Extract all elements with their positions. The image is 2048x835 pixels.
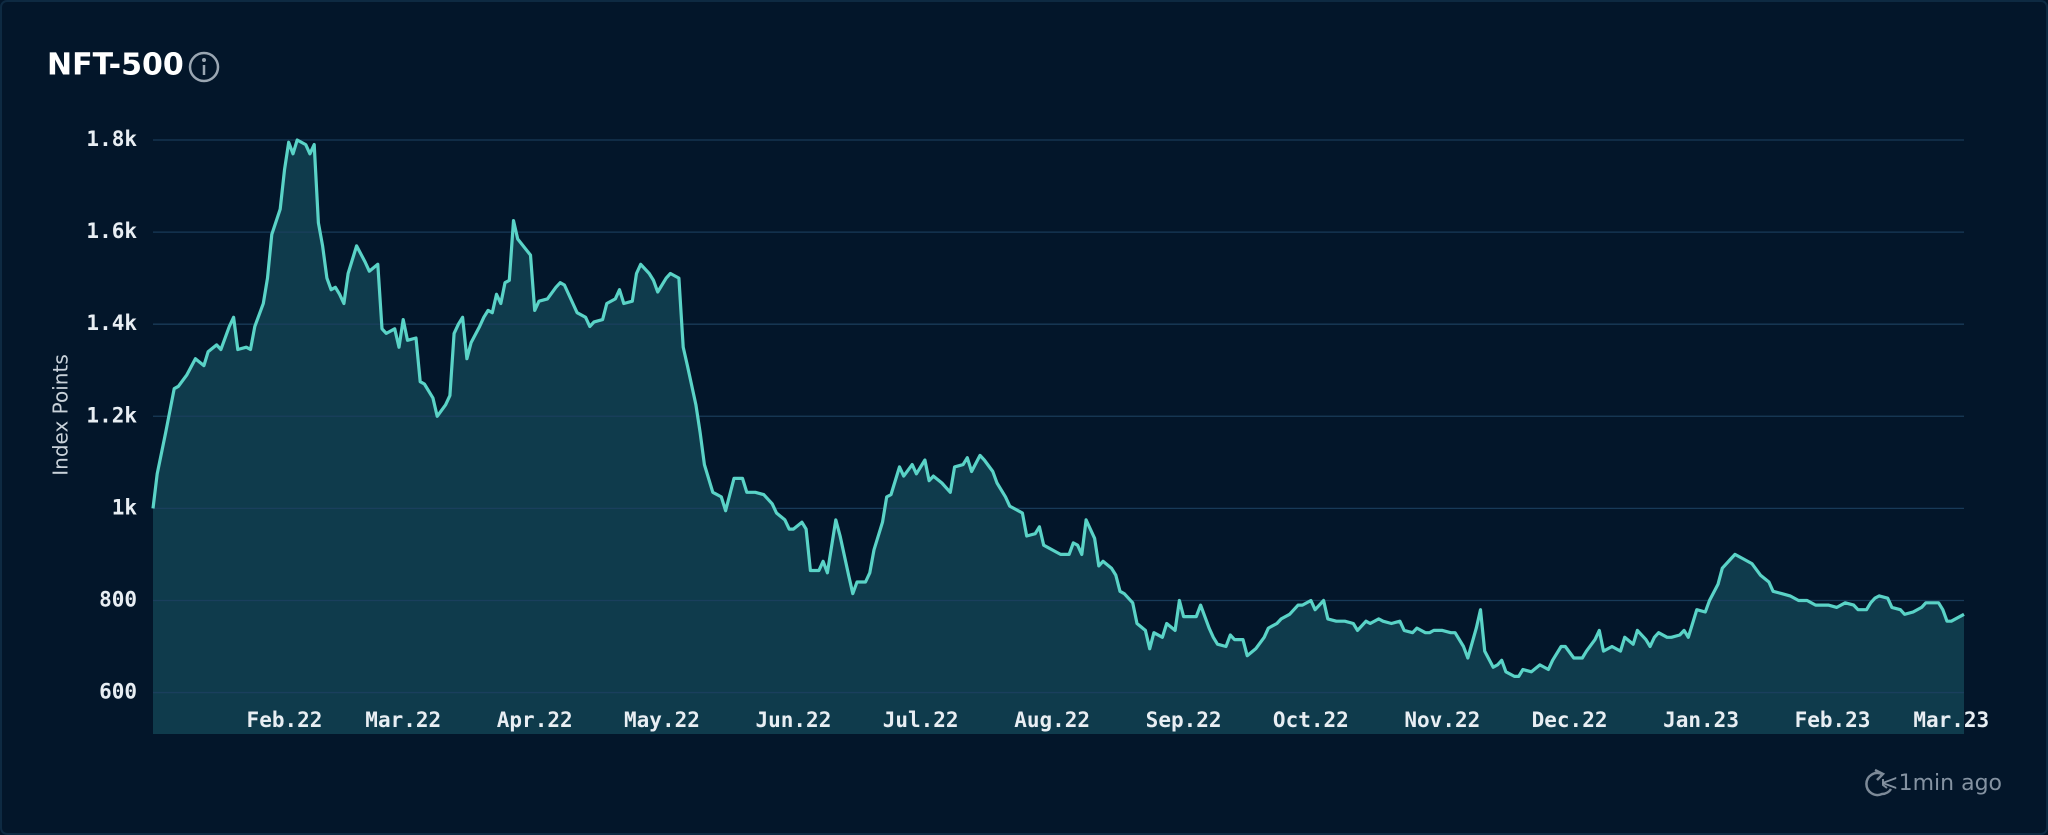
- x-tick-label: Oct.22: [1273, 708, 1349, 732]
- x-tick-label: Dec.22: [1532, 708, 1608, 732]
- refresh-icon[interactable]: [1865, 768, 1893, 797]
- x-tick-label: Jul.22: [883, 708, 959, 732]
- x-tick-label: Aug.22: [1014, 708, 1090, 732]
- x-tick-label: Mar.23: [1913, 708, 1989, 732]
- x-tick-label: Nov.22: [1404, 708, 1480, 732]
- index-line: [151, 138, 1965, 678]
- x-tick-label: Apr.22: [497, 708, 573, 732]
- y-axis-label: Index Points: [49, 354, 73, 476]
- y-tick-label: 1.8k: [86, 127, 137, 151]
- y-tick-label: 600: [99, 680, 137, 704]
- y-tick-label: 1.6k: [86, 219, 137, 243]
- x-tick-label: Mar.22: [365, 708, 441, 732]
- x-tick-label: Sep.22: [1146, 708, 1222, 732]
- area-fill: [153, 140, 1964, 734]
- y-tick-label: 1.4k: [86, 311, 137, 335]
- info-icon[interactable]: [188, 51, 220, 83]
- x-tick-label: May.22: [624, 708, 700, 732]
- x-tick-label: Jan.23: [1663, 708, 1739, 732]
- x-tick-label: Feb.23: [1795, 708, 1871, 732]
- chart-title: NFT-500: [47, 48, 184, 83]
- y-tick-label: 1.2k: [86, 403, 137, 427]
- x-tick-label: Feb.22: [247, 708, 323, 732]
- y-tick-label: 1k: [112, 495, 138, 519]
- plot: 600 800 1k 1.2k 1.4k 1.6k 1.8k Feb.22 Mar.22 Apr.…: [86, 127, 1989, 734]
- update-status: <1min ago: [1880, 771, 2002, 796]
- x-tick-label: Jun.22: [755, 708, 831, 732]
- y-tick-label: 800: [99, 587, 137, 611]
